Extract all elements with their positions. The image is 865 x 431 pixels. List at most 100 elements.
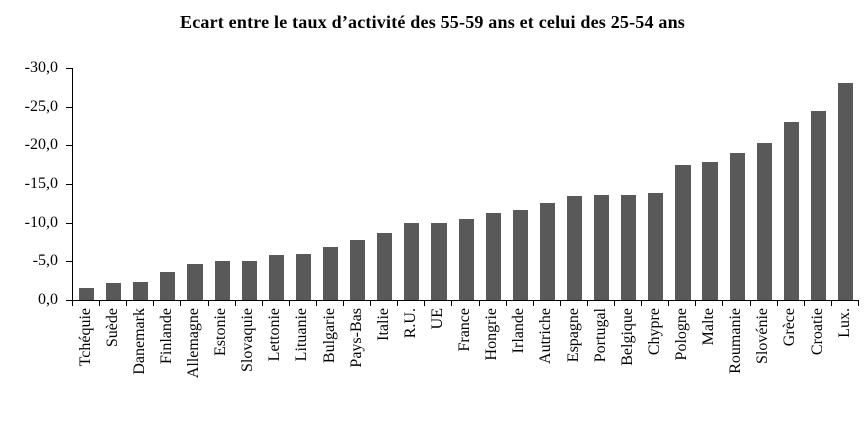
x-axis-label: France [456,308,474,352]
x-axis-tick-mark [126,301,128,306]
x-axis-label: Croatie [808,308,826,356]
x-axis-tick-mark [641,301,643,306]
bar-cell [290,68,317,300]
x-axis-label-cell: R.U. [397,308,424,426]
bar [702,162,718,300]
x-axis-label-cell: Estonie [208,308,235,426]
x-axis-label-cell: Hongrie [479,308,506,426]
bar [241,261,257,300]
bar-cell [100,68,127,300]
x-axis-label-cell: Lituanie [289,308,316,426]
y-axis-labels: -30,0 -25,0 -20,0 -15,0 -10,0 -5,0 0,0 [0,59,62,308]
bar [106,283,122,300]
y-axis-tick-mark [66,300,72,301]
x-axis-label: Irlande [510,308,528,354]
bar-cell [154,68,181,300]
x-axis-label: Lux. [835,308,853,338]
bar [675,164,691,300]
x-axis-label-cell: Slovénie [750,308,777,426]
x-axis-tick-mark [397,301,399,306]
bar [295,253,312,300]
x-axis-label: Chypre [645,308,663,356]
x-axis-label: Slovénie [754,308,772,364]
x-axis-tick-mark [830,301,832,306]
x-axis-tick-mark [586,301,588,306]
bar [594,194,610,300]
bar-cell [507,68,534,300]
bar [621,194,637,300]
x-axis-label-cell: Danemark [126,308,153,426]
x-axis-tick-mark [614,301,616,306]
bar-cell [534,68,561,300]
bar [160,272,176,300]
x-axis-label-cell: UE [424,308,451,426]
bar [404,222,420,300]
x-axis-tick-mark [315,301,317,306]
x-axis-label: Italie [374,308,392,341]
x-axis-tick-mark [370,301,372,306]
y-axis [66,68,72,301]
x-axis-label: Belgique [618,308,636,366]
bar-cell [669,68,696,300]
x-axis-tick-mark [451,301,453,306]
x-axis-label: Pologne [672,308,690,361]
x-axis-label-cell: Finlande [153,308,180,426]
bar-cell [697,68,724,300]
x-axis-label-cell: Roumanie [723,308,750,426]
x-axis-tick-mark [858,301,859,306]
bar-cell [561,68,588,300]
x-axis-tick-mark [532,301,534,306]
bar [810,110,827,300]
x-axis-tick-mark [153,301,155,306]
bar [268,255,284,300]
bar-cell [453,68,480,300]
x-axis-label-cell: Italie [370,308,397,426]
x-axis-label: Suède [103,308,121,348]
x-axis-label: Lituanie [293,308,311,362]
x-axis-label: Pays-Bas [347,308,365,368]
bar-cell [425,68,452,300]
x-axis-label-cell: Slovaquie [235,308,262,426]
x-axis-label: R.U. [401,308,419,339]
bar [566,195,583,300]
bar-cell [805,68,832,300]
bar [512,210,528,300]
bar [648,192,664,300]
bar [485,213,501,300]
y-axis-tick-label: -15,0 [24,175,58,192]
x-axis-label: Slovaquie [239,308,257,372]
y-axis-tick-mark [66,68,72,69]
bar [322,246,339,300]
x-axis-label-cell: Chypre [641,308,668,426]
x-axis-tick-mark [234,301,236,306]
y-axis-tick-mark [66,145,72,147]
x-axis-tick-mark [180,301,182,306]
bar-cell [588,68,615,300]
x-axis-tick-mark [99,301,101,306]
x-axis-tick-mark [72,301,73,306]
chart-title: Ecart entre le taux d’activité des 55-59… [180,12,685,32]
y-axis-tick-label: -20,0 [24,136,58,154]
x-axis-label: Portugal [591,308,609,363]
bar-cell [263,68,290,300]
x-axis-tick-mark [749,301,751,306]
x-axis-label-cell: Pologne [668,308,695,426]
x-axis-label-cell: Belgique [614,308,641,426]
bar [539,203,555,300]
bar-cell [371,68,398,300]
bar-cell [398,68,425,300]
bar-cell [778,68,805,300]
x-axis-label-cell: France [452,308,479,426]
x-axis-label: Malte [700,308,718,346]
x-axis-label-cell: Bulgarie [316,308,343,426]
x-axis-label-cell: Autriche [533,308,560,426]
bar-cell [73,68,100,300]
bar [350,239,366,300]
x-axis-tick-mark [505,301,507,306]
bar-cell [344,68,371,300]
x-axis-label: Finlande [157,308,175,364]
bar [729,153,745,300]
x-axis-tick-mark [776,301,778,306]
x-axis-label-cell: Tchéquie [72,308,99,426]
plot-area [72,68,859,301]
